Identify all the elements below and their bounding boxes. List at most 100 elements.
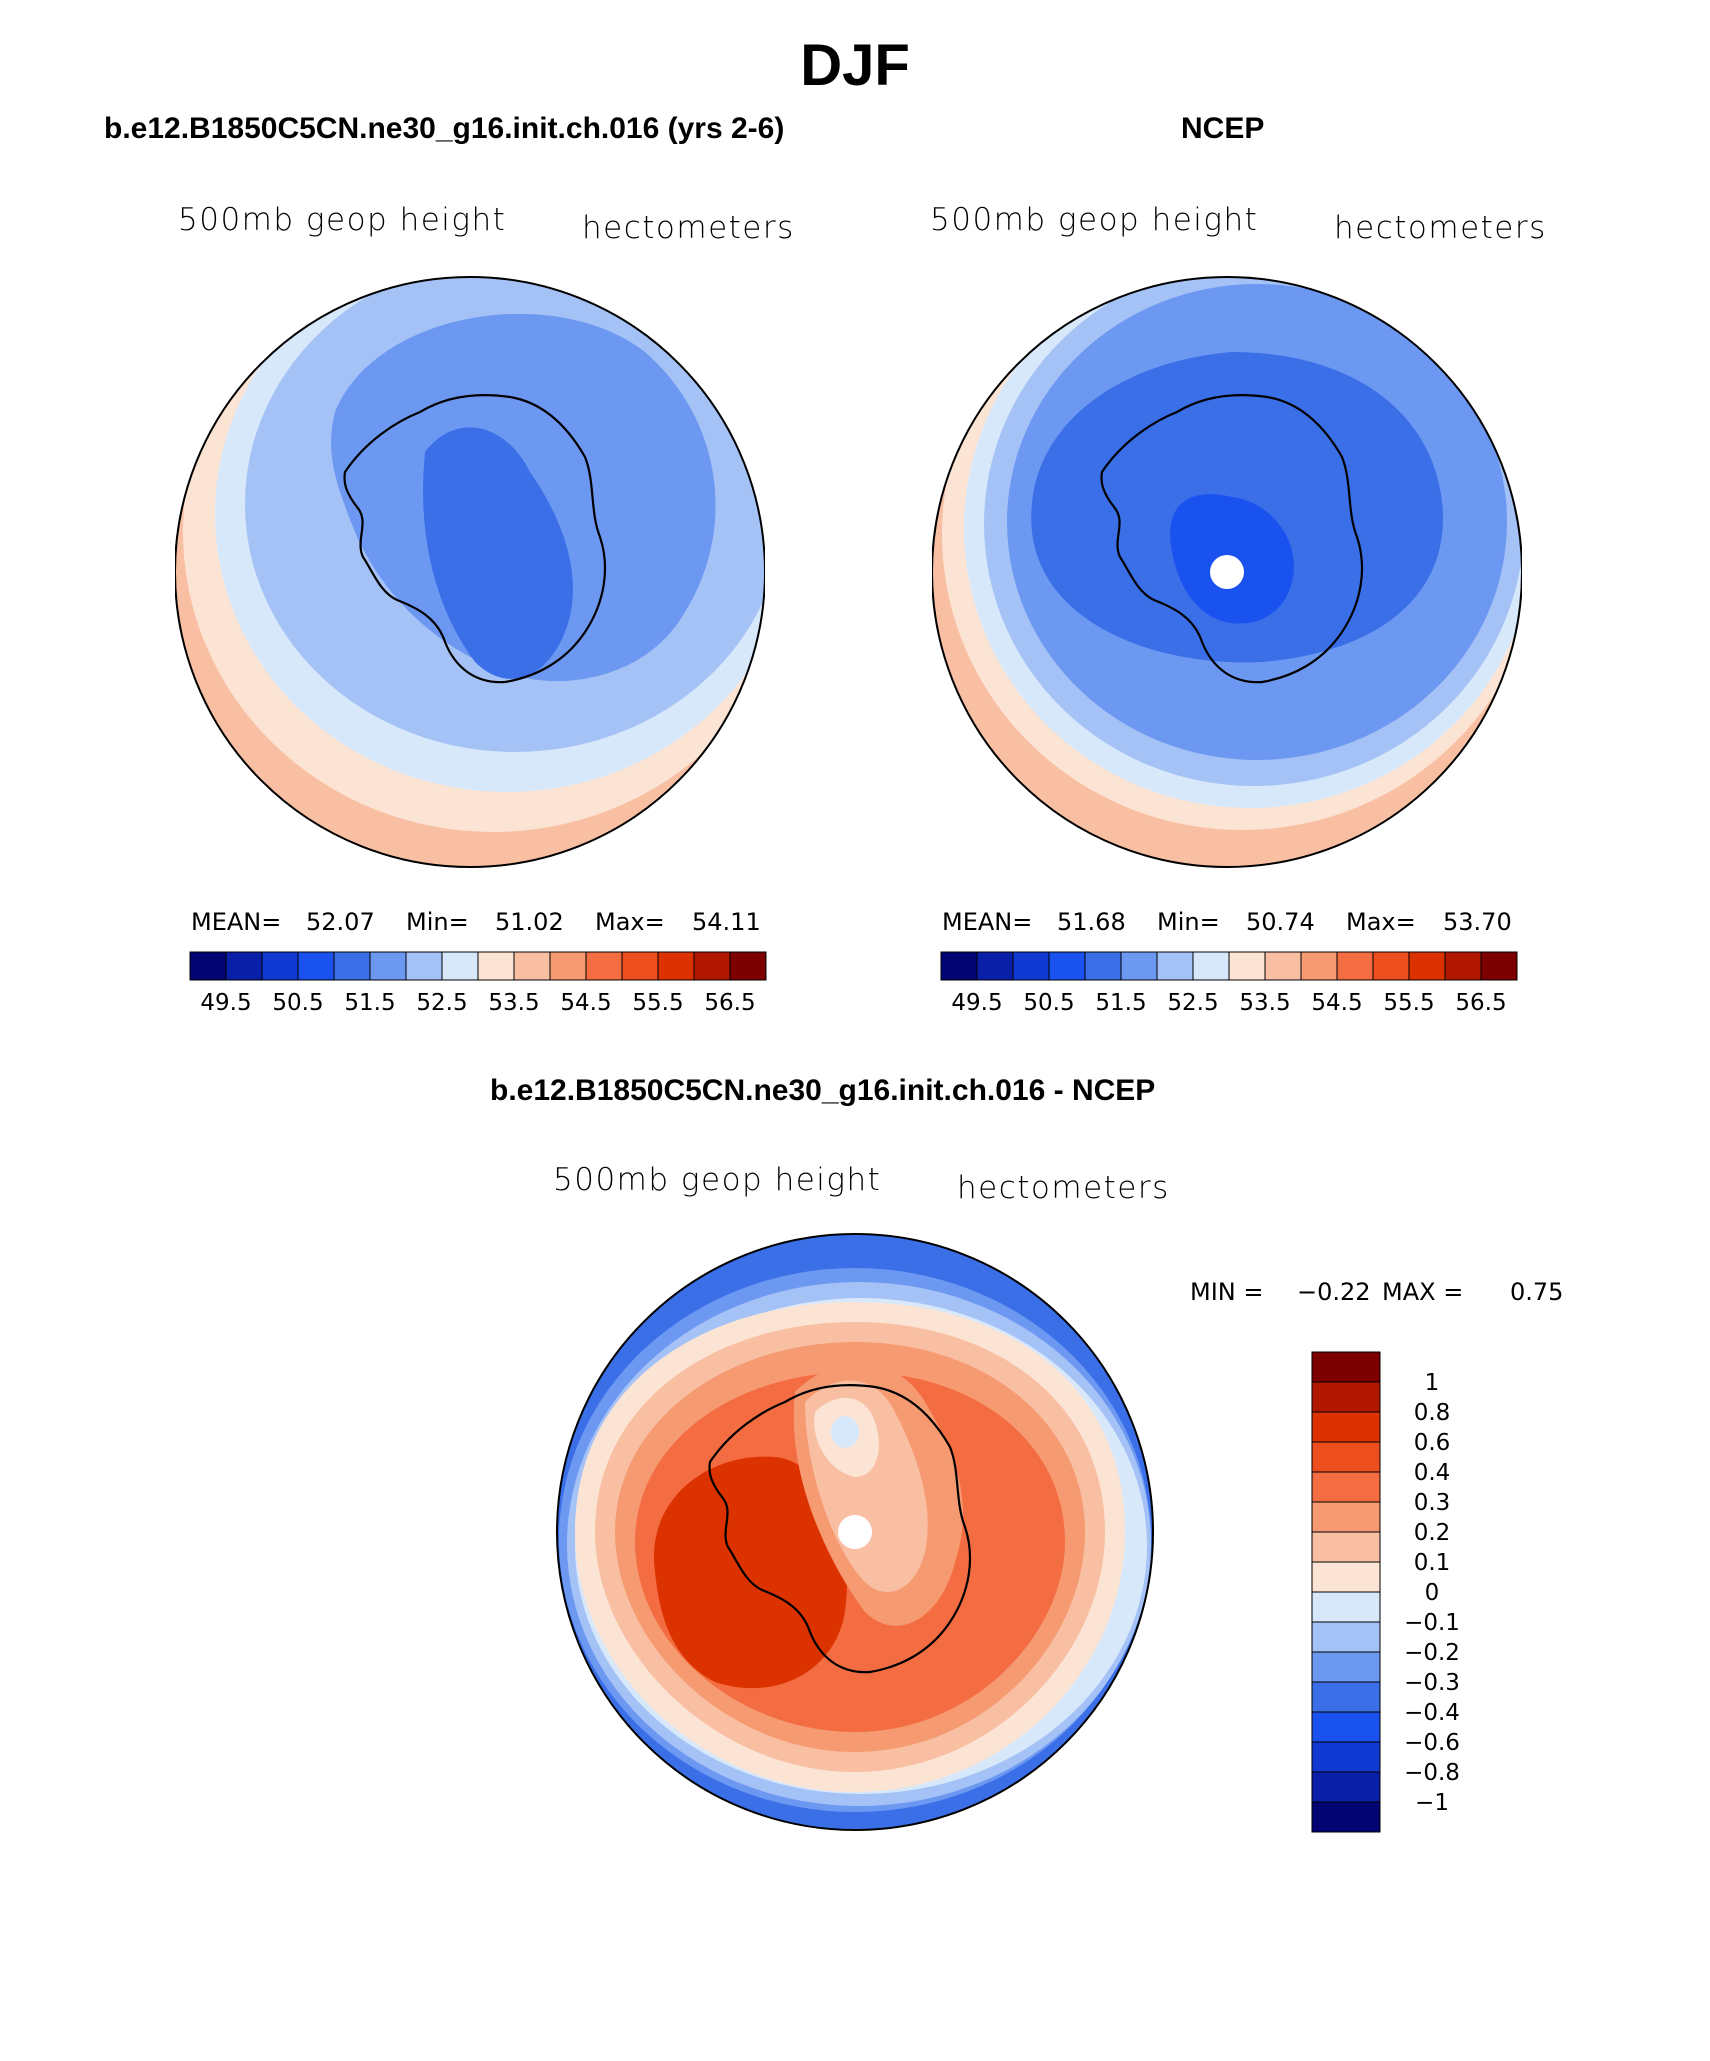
panel-3-colorbar-tick-label: 0 xyxy=(1425,1580,1440,1606)
panel-3-colorbar-tick-label: −0.8 xyxy=(1404,1760,1460,1786)
panel-3-colorbar-swatch xyxy=(1311,1771,1381,1803)
panel-3-colorbar-swatch xyxy=(1311,1351,1381,1383)
panel-1-map xyxy=(175,276,765,868)
panel-1-colorbar-swatch xyxy=(693,951,731,981)
panel-2-colorbar-swatch xyxy=(1048,951,1086,981)
panel-3-colorbar-swatch xyxy=(1311,1621,1381,1653)
panel-2-colorbar-tick-label: 56.5 xyxy=(1455,990,1506,1016)
panel-2-stat-mean: 51.68 xyxy=(1057,908,1126,936)
panel-1-colorbar-swatch xyxy=(189,951,227,981)
panel-3-colorbar-tick-label: −0.4 xyxy=(1404,1700,1460,1726)
panel-3-colorbar-swatch xyxy=(1311,1591,1381,1623)
panel-2-stat-max-label: Max= xyxy=(1346,908,1416,936)
panel-3-stat-min-label: MIN = xyxy=(1190,1278,1264,1306)
panel-3-variable-label: 500mb geop height xyxy=(553,1162,882,1198)
panel-3-colorbar-swatch xyxy=(1311,1471,1381,1503)
panel-3-stat-max: 0.75 xyxy=(1510,1278,1564,1306)
panel-2-pole-marker xyxy=(1210,555,1244,589)
panel-2-map-border xyxy=(932,276,1522,868)
panel-2-colorbar-tick-label: 51.5 xyxy=(1095,990,1146,1016)
panel-2-units-label: hectometers xyxy=(1334,210,1547,246)
panel-1-colorbar-tick-label: 55.5 xyxy=(632,990,683,1016)
panel-2-colorbar-tick-label: 52.5 xyxy=(1167,990,1218,1016)
panel-1-colorbar: 49.5 50.5 51.5 52.5 53.5 54.5 55.5 56.5 xyxy=(189,951,767,1016)
panel-3-colorbar-tick-label: −0.1 xyxy=(1404,1610,1460,1636)
panel-1-units-label: hectometers xyxy=(582,210,795,246)
panel-1-colorbar-swatch xyxy=(585,951,623,981)
panel-2-map xyxy=(932,276,1522,868)
panel-2-colorbar: 49.5 50.5 51.5 52.5 53.5 54.5 55.5 56.5 xyxy=(940,951,1518,1016)
panel-1-colorbar-swatch xyxy=(657,951,695,981)
panel-3-colorbar-swatch xyxy=(1311,1411,1381,1443)
panel-1-variable-label: 500mb geop height xyxy=(178,202,507,238)
panel-3-colorbar-tick-label: −0.2 xyxy=(1404,1640,1460,1666)
panel-1-colorbar-swatch xyxy=(729,951,767,981)
panel-1-stat-min-label: Min= xyxy=(406,908,469,936)
panel-1-colorbar-tick-label: 49.5 xyxy=(200,990,251,1016)
panel-1-stat-max-label: Max= xyxy=(595,908,665,936)
panel-2-coastline xyxy=(1100,394,1364,684)
panel-1-colorbar-tick-label: 52.5 xyxy=(416,990,467,1016)
panel-3-colorbar-swatch xyxy=(1311,1801,1381,1833)
panel-3-colorbar-swatch xyxy=(1311,1381,1381,1413)
panel-3-colorbar-tick-label: 0.2 xyxy=(1414,1520,1451,1546)
panel-3-colorbar-swatch xyxy=(1311,1741,1381,1773)
panel-2-stat-max: 53.70 xyxy=(1443,908,1512,936)
panel-3-colorbar-tick-label: 0.8 xyxy=(1414,1400,1451,1426)
panel-3-colorbar-swatch xyxy=(1311,1531,1381,1563)
panel-3-colorbar-swatch xyxy=(1311,1681,1381,1713)
panel-3-pole-marker xyxy=(838,1515,872,1549)
panel-2-colorbar-swatch xyxy=(1264,951,1302,981)
panel-3-map-border xyxy=(556,1233,1154,1831)
panel-1-colorbar-tick-label: 53.5 xyxy=(488,990,539,1016)
panel-3-colorbar-tick-label: −0.3 xyxy=(1404,1670,1460,1696)
panel-2-colorbar-tick-label: 55.5 xyxy=(1383,990,1434,1016)
panel-3-colorbar-swatch xyxy=(1311,1561,1381,1593)
panel-3-contour-band xyxy=(831,1416,859,1448)
panel-3-units-label: hectometers xyxy=(957,1170,1170,1206)
panel-2-colorbar-swatch xyxy=(1408,951,1446,981)
panel-3-colorbar-tick-label: 0.3 xyxy=(1414,1490,1451,1516)
panel-3-colorbar-tick-label: 0.1 xyxy=(1414,1550,1451,1576)
panel-2-colorbar-swatch xyxy=(976,951,1014,981)
panel-1-title: b.e12.B1850C5CN.ne30_g16.init.ch.016 (yr… xyxy=(104,112,785,145)
panel-1-colorbar-swatch xyxy=(333,951,371,981)
panel-2-stat-min-label: Min= xyxy=(1157,908,1220,936)
panel-2-colorbar-tick-label: 49.5 xyxy=(951,990,1002,1016)
panel-1-colorbar-swatch xyxy=(369,951,407,981)
panel-2-colorbar-swatch xyxy=(1336,951,1374,981)
panel-2-colorbar-swatch xyxy=(1444,951,1482,981)
panel-2-colorbar-swatch xyxy=(1012,951,1050,981)
panel-2-stat-mean-label: MEAN= xyxy=(942,908,1033,936)
panel-2-colorbar-swatch xyxy=(1156,951,1194,981)
panel-2-colorbar-swatch xyxy=(1480,951,1518,981)
panel-2-stat-min: 50.74 xyxy=(1246,908,1315,936)
panel-1-stat-max: 54.11 xyxy=(692,908,761,936)
panel-3-colorbar-swatch xyxy=(1311,1651,1381,1683)
panel-1-colorbar-tick-label: 51.5 xyxy=(344,990,395,1016)
panel-1-colorbar-tick-label: 56.5 xyxy=(704,990,755,1016)
panel-1-stat-min: 51.02 xyxy=(495,908,564,936)
panel-1-stat-mean: 52.07 xyxy=(306,908,375,936)
panel-2-colorbar-swatch xyxy=(1120,951,1158,981)
panel-1-coastline xyxy=(343,394,607,684)
panel-3-colorbar-tick-label: 1 xyxy=(1425,1370,1440,1396)
panel-1-colorbar-swatch xyxy=(441,951,479,981)
panel-2-colorbar-swatch xyxy=(1192,951,1230,981)
panel-1-contour-band xyxy=(423,427,573,679)
panel-1-map-border xyxy=(175,276,765,868)
panel-1-colorbar-swatch xyxy=(225,951,263,981)
panel-2-variable-label: 500mb geop height xyxy=(930,202,1259,238)
panel-2-colorbar-swatch xyxy=(1084,951,1122,981)
panel-2-colorbar-tick-label: 50.5 xyxy=(1023,990,1074,1016)
panel-3-stat-max-label: MAX = xyxy=(1382,1278,1464,1306)
panel-3-contour-band xyxy=(653,1456,847,1689)
panel-3-title: b.e12.B1850C5CN.ne30_g16.init.ch.016 - N… xyxy=(490,1074,1156,1107)
panel-3-coastline xyxy=(708,1384,972,1674)
panel-2-title: NCEP xyxy=(1181,112,1265,145)
panel-1-colorbar-swatch xyxy=(405,951,443,981)
panel-1-colorbar-tick-label: 50.5 xyxy=(272,990,323,1016)
panel-3-colorbar-swatch xyxy=(1311,1711,1381,1743)
panel-3-map xyxy=(556,1233,1154,1831)
panel-1-colorbar-swatch xyxy=(549,951,587,981)
